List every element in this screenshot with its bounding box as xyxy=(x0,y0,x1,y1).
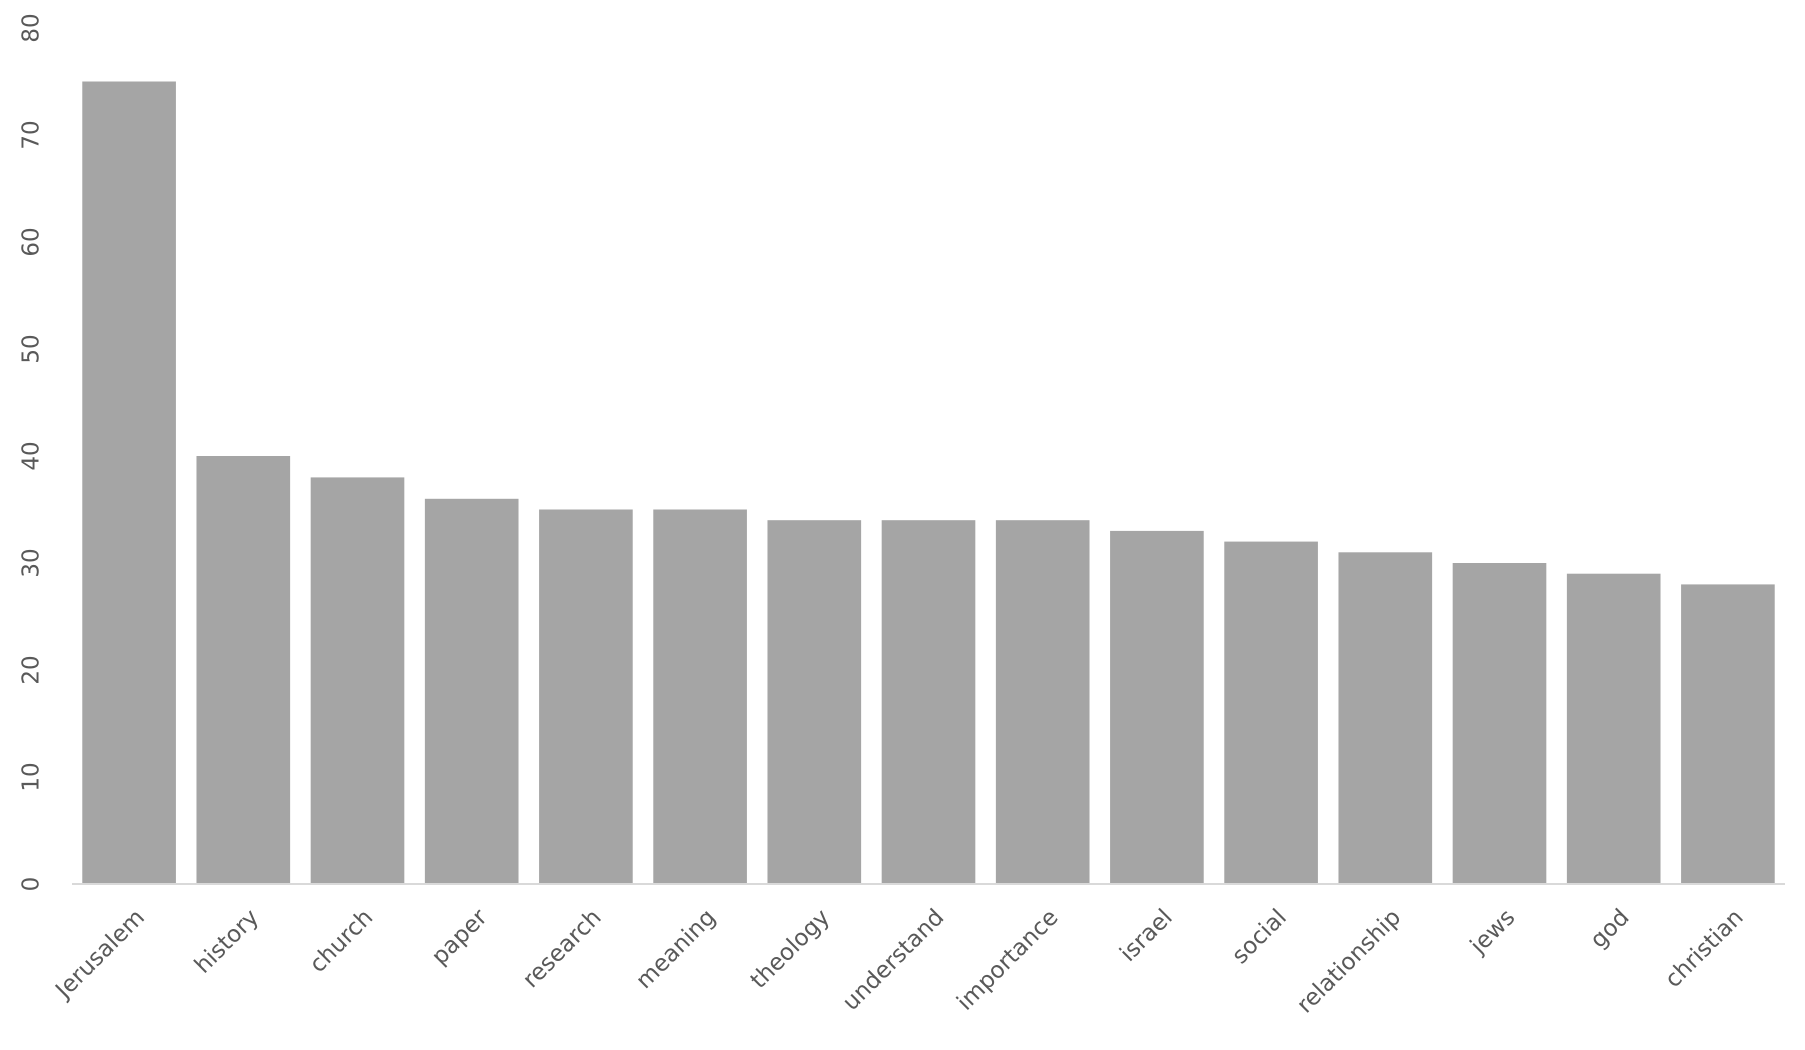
bar xyxy=(995,520,1090,884)
bar xyxy=(424,498,519,884)
y-tick-label: 10 xyxy=(19,762,45,791)
bar xyxy=(539,509,633,884)
y-tick-label: 0 xyxy=(19,877,45,892)
x-tick-label: history xyxy=(190,904,264,978)
x-tick-label: relationship xyxy=(1292,904,1406,1018)
bar xyxy=(82,81,176,884)
bar xyxy=(196,456,291,884)
x-tick-label: jews xyxy=(1465,904,1520,959)
bar xyxy=(1452,563,1547,884)
x-tick-label: understand xyxy=(838,904,949,1015)
bar xyxy=(1566,573,1661,884)
y-tick-label: 70 xyxy=(19,120,45,149)
y-tick-label: 50 xyxy=(19,334,45,363)
bar xyxy=(1110,530,1204,884)
x-tick-label: israel xyxy=(1115,904,1178,967)
x-tick-label: christian xyxy=(1660,904,1748,992)
bar xyxy=(767,520,862,884)
x-tick-label: social xyxy=(1227,904,1292,969)
x-tick-label: god xyxy=(1586,904,1635,953)
bar xyxy=(1681,584,1775,884)
x-tick-label: paper xyxy=(427,904,493,970)
x-tick-label: importance xyxy=(952,904,1063,1015)
y-tick-label: 30 xyxy=(19,548,45,577)
bar xyxy=(1224,541,1318,884)
bar xyxy=(1338,552,1433,884)
x-tick-label: Jerusalem xyxy=(50,904,150,1004)
y-tick-label: 80 xyxy=(19,13,45,42)
x-tick-label: meaning xyxy=(631,904,721,994)
bar xyxy=(653,509,747,884)
y-tick-label: 40 xyxy=(19,441,45,470)
y-tick-label: 20 xyxy=(19,655,45,684)
bar xyxy=(881,520,976,884)
x-tick-label: theology xyxy=(746,904,835,993)
x-tick-label: church xyxy=(305,904,379,978)
y-tick-label: 60 xyxy=(19,227,45,256)
bar xyxy=(310,477,405,884)
x-tick-label: research xyxy=(518,904,607,993)
